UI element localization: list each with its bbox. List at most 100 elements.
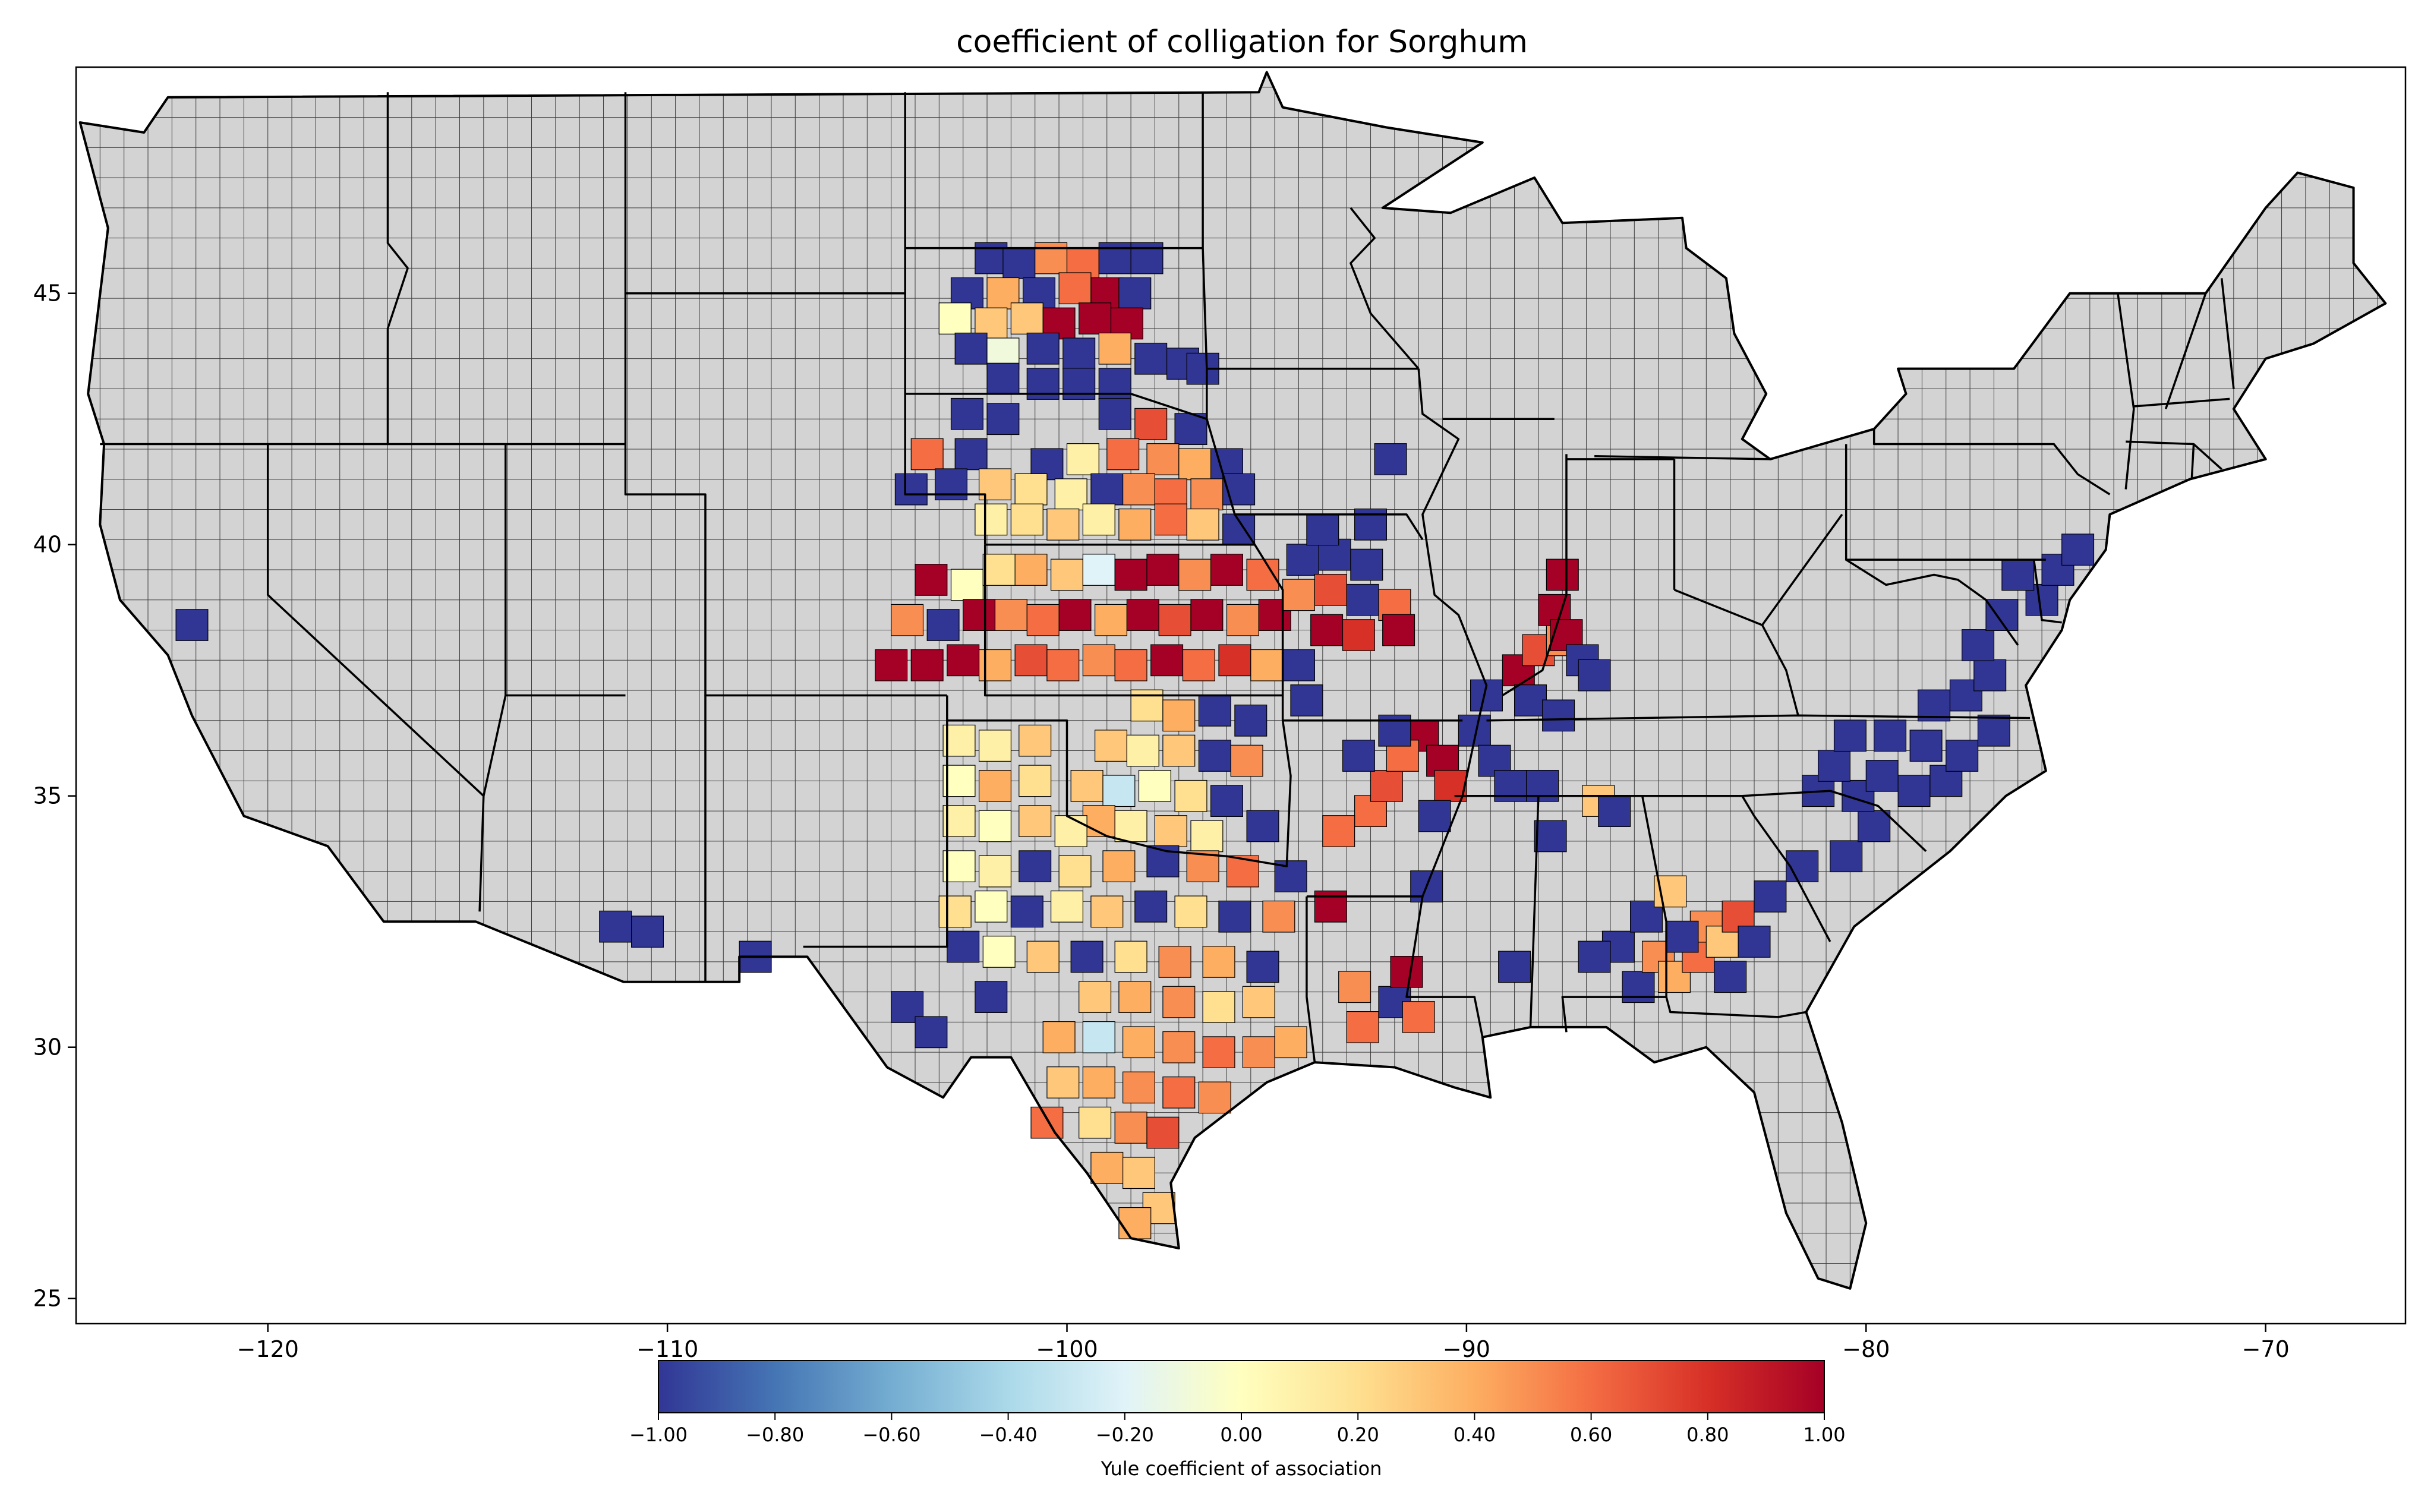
colorbar-tick-label: −0.80 xyxy=(746,1423,804,1446)
county-cell xyxy=(1973,659,2007,692)
county-cell xyxy=(1402,1001,1435,1033)
county-cell xyxy=(963,599,996,632)
county-cell xyxy=(1042,1021,1076,1053)
county-cell xyxy=(1666,920,1699,953)
county-cell xyxy=(1909,730,1943,762)
state-boundary xyxy=(1665,996,1806,1018)
county-cell xyxy=(599,910,632,943)
county-cell xyxy=(1390,955,1423,988)
state-boundary xyxy=(2190,444,2195,479)
county-cell xyxy=(1010,302,1043,334)
county-cell xyxy=(1246,951,1279,983)
county-cell xyxy=(1534,820,1567,853)
county-cell xyxy=(1578,659,1611,692)
county-cell xyxy=(1714,961,1747,993)
county-cell xyxy=(1578,940,1611,973)
county-cell xyxy=(1082,554,1115,586)
county-cell xyxy=(1858,810,1891,842)
county-cell xyxy=(938,302,972,334)
county-cell xyxy=(1178,448,1212,481)
county-cell xyxy=(1818,750,1851,782)
county-cell xyxy=(1174,895,1207,928)
county-cell xyxy=(1079,302,1112,334)
county-cell xyxy=(1002,247,1036,279)
state-boundary xyxy=(2117,293,2135,490)
county-cell xyxy=(982,936,1016,968)
state-boundary xyxy=(1741,795,1831,942)
county-cell xyxy=(1514,684,1547,716)
county-cell xyxy=(1282,649,1316,681)
county-cell xyxy=(1202,946,1235,978)
county-cell xyxy=(1198,740,1231,772)
county-cell xyxy=(1010,503,1043,536)
y-tick-label: 45 xyxy=(33,280,62,307)
county-cell xyxy=(1122,1026,1155,1059)
county-cell xyxy=(894,473,928,506)
county-cell xyxy=(910,438,944,471)
state-boundary xyxy=(1872,429,2111,495)
county-cell xyxy=(1546,558,1579,591)
axes-frame xyxy=(75,66,2407,1325)
county-cell xyxy=(1158,604,1191,636)
state-boundary xyxy=(1306,896,1316,1063)
county-cell xyxy=(1118,277,1152,310)
county-cell xyxy=(1082,1021,1115,1053)
county-cell xyxy=(1290,684,1323,716)
colorbar-tick-label: 0.00 xyxy=(1220,1423,1262,1446)
county-cell xyxy=(982,554,1016,586)
county-cell xyxy=(1314,573,1347,606)
county-cell xyxy=(950,569,983,601)
county-cell xyxy=(1094,730,1127,762)
county-cell xyxy=(1054,815,1087,847)
county-cell xyxy=(1114,558,1147,591)
state-boundary xyxy=(904,92,986,545)
colorbar-tick-label: 0.60 xyxy=(1570,1423,1612,1446)
county-cell xyxy=(1830,840,1863,873)
county-cell xyxy=(1162,1076,1196,1109)
county-cell xyxy=(954,438,988,471)
county-cell xyxy=(1050,558,1083,591)
state-boundaries xyxy=(100,92,2235,1063)
county-cell xyxy=(1202,1036,1235,1069)
county-cell xyxy=(630,916,664,948)
county-cell xyxy=(1338,971,1372,1003)
county-cell xyxy=(1058,272,1092,305)
county-cell xyxy=(986,362,1020,395)
county-cell xyxy=(947,930,980,963)
county-cell xyxy=(2061,534,2095,566)
y-tick-label: 35 xyxy=(33,783,62,809)
state-boundary xyxy=(983,544,1283,697)
county-cell xyxy=(1118,981,1152,1014)
colorbar-label: Yule coefficient of association xyxy=(1101,1457,1382,1480)
county-cell xyxy=(1218,644,1251,677)
county-cell xyxy=(1014,554,1048,586)
county-cell xyxy=(1122,473,1155,506)
county-cell xyxy=(1026,604,1060,636)
county-cell xyxy=(1234,704,1268,737)
county-cell xyxy=(942,765,976,797)
state-boundary xyxy=(1350,207,1420,370)
colorbar-tick-label: −0.20 xyxy=(1096,1423,1154,1446)
county-cell xyxy=(975,503,1008,536)
county-cell xyxy=(1598,795,1631,828)
state-boundary xyxy=(1206,368,1284,696)
county-cell xyxy=(1350,548,1383,581)
county-cell xyxy=(1098,397,1131,430)
state-boundary xyxy=(947,695,1292,867)
county-cell xyxy=(1370,769,1403,802)
state-boundary xyxy=(1405,368,1488,1038)
state-boundary xyxy=(1202,92,1419,370)
county-cell xyxy=(1833,719,1867,752)
y-tick-label: 25 xyxy=(33,1286,62,1312)
state-boundary xyxy=(1234,513,1424,541)
county-cell xyxy=(1210,785,1243,817)
county-cell xyxy=(978,649,1011,681)
county-cell xyxy=(1162,986,1196,1018)
county-cell xyxy=(891,604,924,636)
county-cell xyxy=(1082,1066,1115,1099)
county-cell xyxy=(1262,900,1295,933)
county-cell xyxy=(1098,332,1131,365)
county-cell xyxy=(175,609,209,641)
county-cell xyxy=(910,649,944,681)
